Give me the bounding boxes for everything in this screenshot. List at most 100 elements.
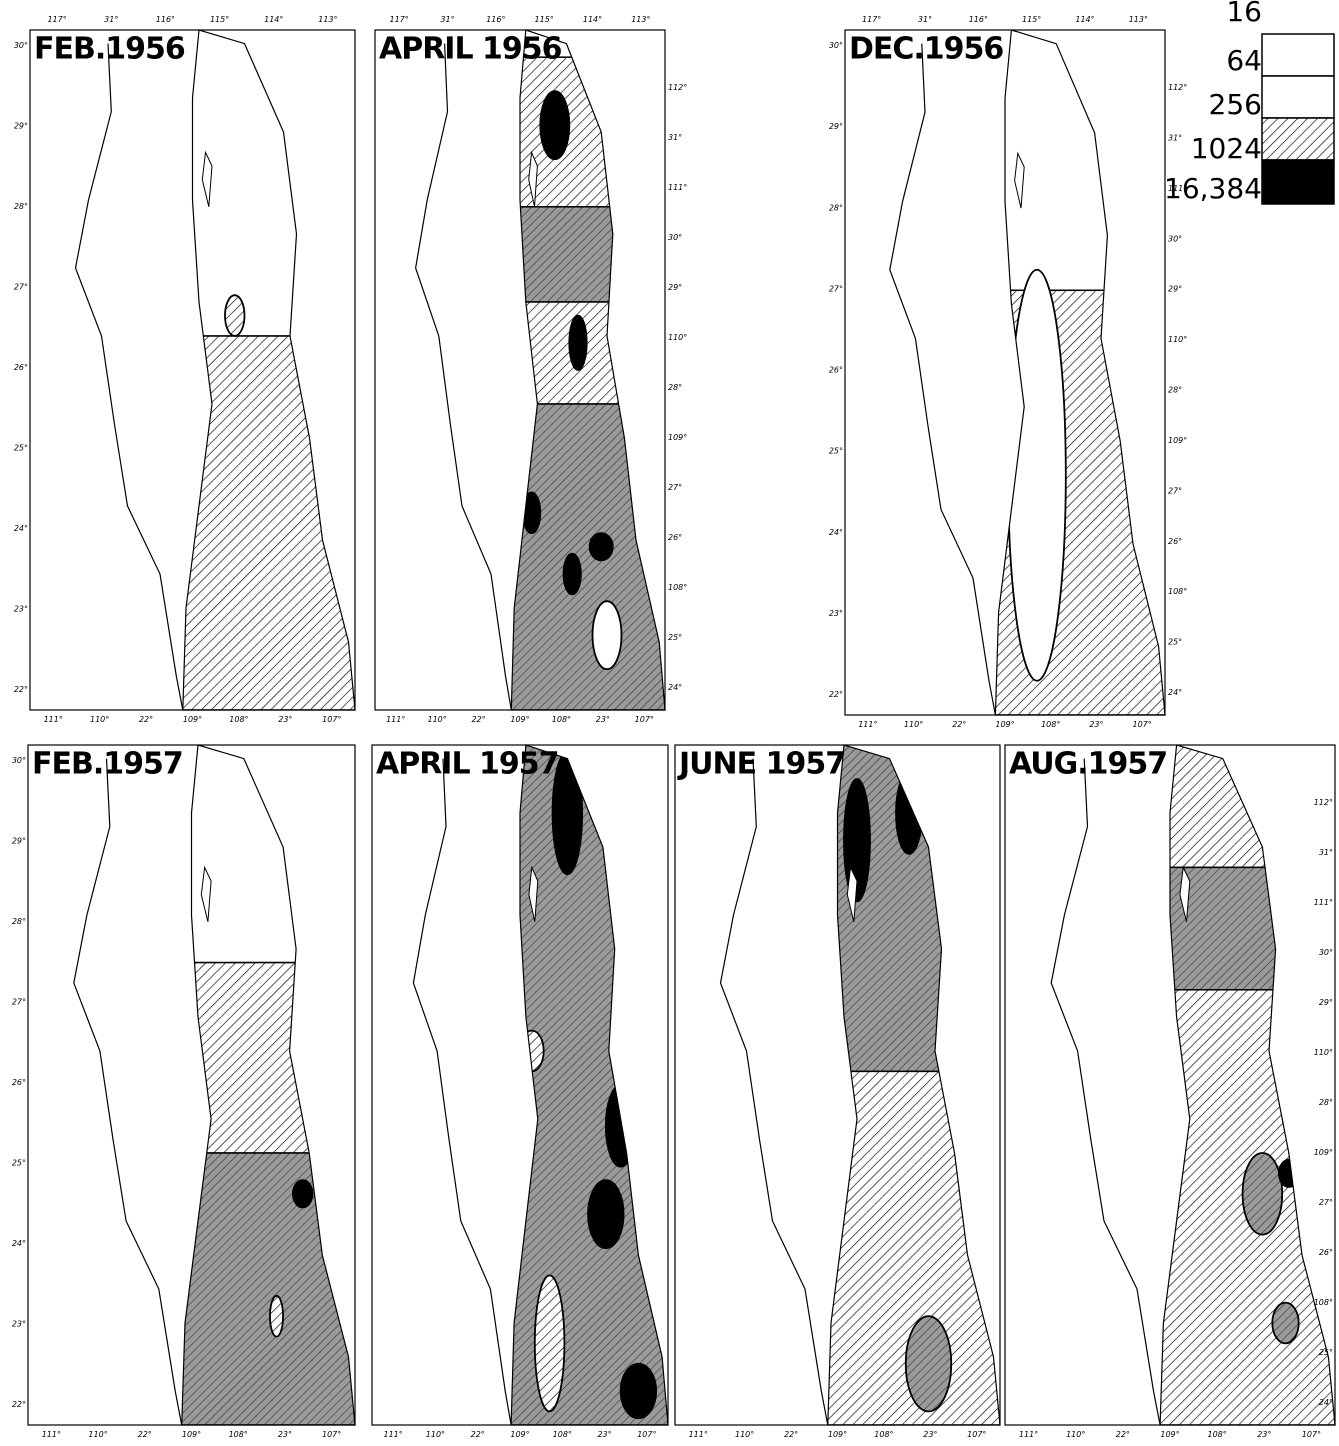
right-axis-label: 109°	[1314, 1148, 1333, 1157]
contour-blob	[568, 314, 588, 371]
contour-blob	[619, 1362, 658, 1420]
gulf-coastline	[827, 744, 1001, 1426]
right-axis-label: 25°	[668, 633, 682, 642]
contour-blob	[539, 90, 571, 161]
left-axis-label: 26°	[829, 366, 843, 375]
bottom-axis-label: 107°	[637, 1430, 656, 1439]
left-axis-label: 29°	[829, 122, 843, 131]
right-axis-label: 31°	[1168, 133, 1182, 142]
right-axis-label: 30°	[1319, 948, 1333, 957]
gulf-coastline	[181, 744, 356, 1426]
left-axis-label: 28°	[12, 917, 26, 926]
bottom-axis-label: 23°	[1257, 1430, 1271, 1439]
right-axis-label: 112°	[1314, 798, 1333, 807]
bottom-axis-label: 111°	[386, 715, 405, 724]
top-axis-label: 116°	[486, 15, 505, 24]
contour-blob	[269, 1294, 284, 1338]
left-axis-label: 28°	[829, 203, 843, 212]
right-axis-label: 27°	[1319, 1198, 1333, 1207]
bottom-axis-label: 109°	[183, 715, 202, 724]
bottom-axis-label: 22°	[784, 1430, 798, 1439]
right-axis-label: 30°	[668, 233, 682, 242]
legend-label: 1024	[1191, 132, 1262, 165]
bottom-axis-label: 111°	[1019, 1430, 1038, 1439]
top-axis-label: 116°	[969, 15, 988, 24]
gulf-coastline	[510, 29, 666, 711]
right-axis-label: 27°	[668, 483, 682, 492]
top-axis-label: 113°	[1129, 15, 1148, 24]
right-axis-label: 28°	[668, 383, 682, 392]
peninsula-west-coast	[74, 43, 184, 711]
right-axis-label: 111°	[668, 183, 687, 192]
right-axis-label: 109°	[668, 433, 687, 442]
panels: FEB.1956 117° 31° 116° 115° 114° 113° 111° 110° 2…	[12, 15, 1336, 1439]
gulf-coastline	[994, 29, 1166, 716]
right-axis-label: 31°	[668, 133, 682, 142]
island	[1179, 865, 1191, 922]
bottom-axis-label: 23°	[596, 715, 610, 724]
island	[1014, 151, 1025, 209]
right-axis-label: 29°	[668, 283, 682, 292]
right-axis-label: 24°	[1168, 688, 1182, 697]
bottom-axis-label: 107°	[967, 1430, 986, 1439]
left-axis-label: 28°	[14, 202, 28, 211]
top-axis-label: 114°	[583, 15, 602, 24]
left-axis-label: 22°	[12, 1400, 26, 1409]
contour-blob	[1271, 1301, 1300, 1345]
bottom-axis-label: 111°	[42, 1430, 61, 1439]
legend-swatch-hatch	[1261, 117, 1335, 161]
right-axis-label: 110°	[1314, 1048, 1333, 1057]
right-axis-label: 31°	[1319, 848, 1333, 857]
bottom-axis-label: 22°	[139, 715, 153, 724]
legend-label: 16,384	[1164, 172, 1262, 205]
right-axis-label: 26°	[1319, 1248, 1333, 1257]
legend-swatch-black	[1261, 159, 1335, 205]
bottom-axis-label: 108°	[553, 1430, 572, 1439]
top-axis-label: 31°	[918, 15, 932, 24]
peninsula-west-coast	[719, 758, 829, 1426]
top-axis-label: 117°	[47, 15, 66, 24]
right-axis-label: 29°	[1168, 285, 1182, 294]
contour-blob	[587, 1179, 625, 1250]
left-axis-label: 29°	[12, 837, 26, 846]
bottom-axis-label: 110°	[426, 1430, 445, 1439]
right-axis-label: 112°	[668, 83, 687, 92]
map-panel: AUG.1957 111° 110° 22° 109° 108° 23° 107° 112° 31…	[1004, 744, 1336, 1439]
left-axis-label: 22°	[829, 690, 843, 699]
top-axis-label: 114°	[264, 15, 283, 24]
right-axis-label: 25°	[1168, 638, 1182, 647]
bottom-axis-label: 108°	[1041, 720, 1060, 729]
bottom-axis-label: 110°	[904, 720, 923, 729]
contour-blob	[1007, 268, 1067, 682]
bottom-axis-label: 108°	[1208, 1430, 1227, 1439]
map-panel: APRIL 1956 117° 31° 116° 115° 114° 113° 111° 110…	[374, 15, 687, 724]
legend-swatch-white	[1261, 33, 1335, 77]
left-axis-label: 24°	[829, 528, 843, 537]
gulf-coastline	[510, 744, 669, 1426]
bottom-axis-label: 22°	[1116, 1430, 1130, 1439]
panel-title: JUNE 1957	[677, 747, 845, 782]
legend-label: 256	[1209, 88, 1262, 121]
right-axis-label: 26°	[1168, 537, 1182, 546]
right-axis-label: 108°	[1168, 587, 1187, 596]
bottom-axis-label: 110°	[1066, 1430, 1085, 1439]
bottom-axis-label: 109°	[510, 715, 529, 724]
left-axis-label: 30°	[14, 41, 28, 50]
panel-title: FEB.1957	[32, 747, 183, 782]
right-axis-label: 29°	[1319, 998, 1333, 1007]
bottom-axis-label: 23°	[278, 1430, 292, 1439]
right-axis-label: 26°	[668, 533, 682, 542]
bottom-axis-label: 111°	[44, 715, 63, 724]
map-panel: APRIL 1957 111° 110° 22° 109° 108° 23° 107°	[371, 744, 669, 1439]
contour-blob	[291, 1179, 314, 1209]
map-panel: JUNE 1957 111° 110° 22° 109° 108° 23° 107°	[674, 744, 1001, 1439]
top-axis-label: 117°	[862, 15, 881, 24]
bottom-axis-label: 23°	[1089, 720, 1103, 729]
top-axis-label: 113°	[318, 15, 337, 24]
bottom-axis-label: 110°	[428, 715, 447, 724]
panel-title: DEC.1956	[849, 32, 1003, 67]
panel-title: APRIL 1956	[379, 32, 562, 67]
bottom-axis-label: 110°	[735, 1430, 754, 1439]
island	[846, 865, 858, 922]
